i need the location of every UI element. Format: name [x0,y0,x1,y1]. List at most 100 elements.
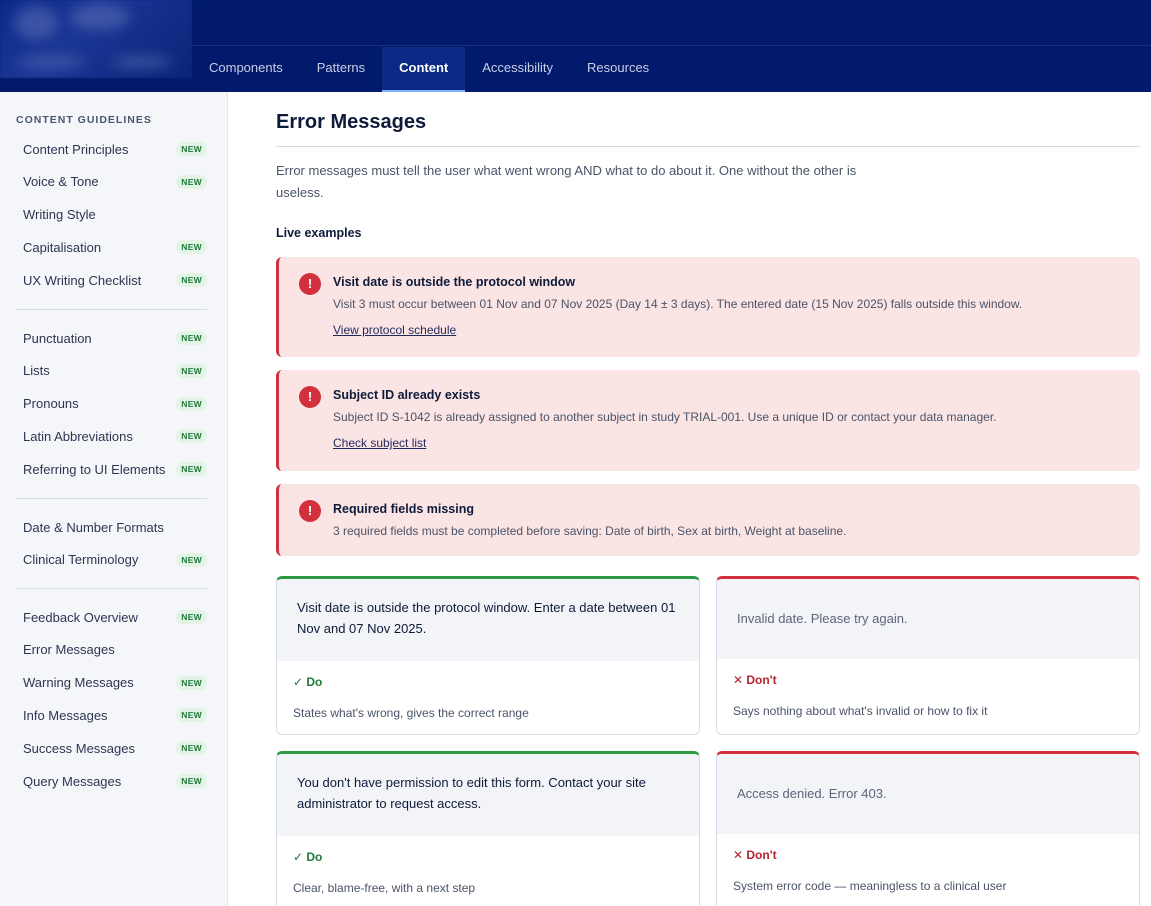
sidebar-item-label: Warning Messages [23,675,134,691]
alert-body: 3 required fields must be completed befo… [333,524,847,538]
alert-title: Subject ID already exists [333,388,481,402]
sidebar-item-label: Query Messages [23,773,122,789]
sidebar-item[interactable]: Info Messages NEW [16,701,207,729]
do-example-text: You don't have permission to edit this f… [297,775,646,811]
new-badge: NEW [176,363,207,378]
error-alert: ! Subject ID already exists Subject ID S… [276,370,1140,471]
sidebar-item-label: Capitalisation [23,239,102,255]
dont-verdict: ✕ Don't [733,673,777,687]
live-examples-heading: Live examples [276,226,362,240]
sidebar-item-label: Pronouns [23,396,79,412]
do-note: States what's wrong, gives the correct r… [293,706,529,720]
sidebar-item-label: Voice & Tone [23,174,99,190]
sidebar-item[interactable]: Feedback Overview NEW [16,603,207,631]
header-upper-bar [0,0,1151,46]
sidebar-item-label: Clinical Terminology [23,552,139,568]
new-badge: NEW [176,741,207,756]
view-protocol-schedule-link[interactable]: View protocol schedule [333,323,457,337]
sidebar-item[interactable]: Punctuation NEW [16,324,207,352]
alert-title: Visit date is outside the protocol windo… [333,275,576,289]
do-example: Visit date is outside the protocol windo… [277,579,699,661]
nav-tab-content[interactable]: Content [382,47,466,92]
dont-example-card: Access denied. Error 403. ✕ Don't System… [716,751,1140,906]
nav-tab-patterns[interactable]: Patterns [316,60,366,75]
dont-example-card: Invalid date. Please try again. ✕ Don't … [716,576,1140,735]
sidebar-item[interactable]: Pronouns NEW [16,390,207,418]
title-divider [276,146,1140,147]
sidebar-divider [16,498,207,500]
new-badge: NEW [176,610,207,624]
sidebar-item-label: Lists [23,363,50,379]
new-badge: NEW [176,331,207,345]
sidebar-item[interactable]: Voice & Tone NEW [16,168,207,196]
do-verdict: ✓ Do [293,850,323,864]
sidebar-item[interactable]: Success Messages NEW [16,734,207,762]
error-alert: ! Required fields missing 3 required fie… [276,484,1140,556]
sidebar-item[interactable]: Latin Abbreviations NEW [16,422,207,450]
new-badge: NEW [176,552,207,567]
sidebar-item-label: Info Messages [23,707,108,723]
do-example: You don't have permission to edit this f… [277,754,699,836]
sidebar-item[interactable]: Warning Messages NEW [16,669,207,697]
main-nav: Components Patterns Content Accessibilit… [192,47,666,92]
dont-note: System error code — meaningless to a cli… [733,879,1007,893]
top-header: Components Patterns Content Accessibilit… [0,0,1151,92]
intro-text: Error messages must tell the user what w… [276,163,857,200]
sidebar-item[interactable]: Query Messages NEW [16,767,207,795]
sidebar-item[interactable]: Date & Number Formats [16,513,207,541]
do-note: Clear, blame-free, with a next step [293,881,476,895]
alert-body: Subject ID S-1042 is already assigned to… [333,410,997,424]
sidebar-item[interactable]: Lists NEW [16,357,207,385]
dont-example: Invalid date. Please try again. [717,579,1139,659]
new-badge: NEW [176,240,207,255]
sidebar-item-label: Error Messages [23,642,115,658]
sidebar-divider [16,588,207,590]
new-badge: NEW [176,774,207,788]
nav-tab-accessibility[interactable]: Accessibility [482,60,554,75]
sidebar-item-label: Date & Number Formats [23,519,164,535]
sidebar-item[interactable]: Referring to UI Elements NEW [16,455,207,483]
error-icon: ! [299,273,321,295]
alert-body: Visit 3 must occur between 01 Nov and 07… [333,297,1023,311]
sidebar: CONTENT GUIDELINES Content Principles NEW… [0,92,228,906]
sidebar-item[interactable]: Capitalisation NEW [16,233,207,261]
sidebar-heading: CONTENT GUIDELINES [16,114,152,126]
dont-example-text: Access denied. Error 403. [737,786,887,801]
new-badge: NEW [176,675,207,690]
sidebar-item[interactable]: Content Principles NEW [16,135,207,163]
dont-example-text: Invalid date. Please try again. [737,611,908,626]
sidebar-item-label: Feedback Overview [23,609,138,625]
dont-verdict: ✕ Don't [733,848,777,862]
error-alert: ! Visit date is outside the protocol win… [276,257,1140,357]
dont-example: Access denied. Error 403. [717,754,1139,834]
alert-title: Required fields missing [333,502,475,516]
new-badge: NEW [176,708,207,723]
sidebar-item-label: UX Writing Checklist [23,272,142,288]
error-icon: ! [299,500,321,522]
sidebar-item[interactable]: Clinical Terminology NEW [16,546,207,574]
new-badge: NEW [176,429,207,444]
sidebar-item-label: Content Principles [23,141,129,157]
sidebar-item[interactable]: UX Writing Checklist NEW [16,266,207,294]
sidebar-item-label: Latin Abbreviations [23,428,133,444]
sidebar-item-label: Referring to UI Elements [23,461,166,477]
new-badge: NEW [176,462,207,477]
sidebar-item-label: Punctuation [23,330,92,346]
dont-note: Says nothing about what's invalid or how… [733,704,988,718]
nav-tab-components[interactable]: Components [209,60,283,75]
sidebar-item[interactable]: Writing Style [16,201,207,229]
error-icon: ! [299,386,321,408]
page-title: Error Messages [276,111,427,133]
nav-tab-resources[interactable]: Resources [587,60,650,75]
new-badge: NEW [176,142,207,156]
new-badge: NEW [176,396,207,411]
sidebar-item-label: Writing Style [23,207,96,223]
new-badge: NEW [176,174,207,189]
do-verdict: ✓ Do [293,675,323,689]
check-subject-list-link[interactable]: Check subject list [333,436,427,450]
sidebar-item-label: Success Messages [23,740,135,756]
brand-logo[interactable] [0,0,192,78]
do-example-card: Visit date is outside the protocol windo… [276,576,700,735]
sidebar-item[interactable]: Error Messages [16,636,207,664]
sidebar-divider [16,309,207,311]
